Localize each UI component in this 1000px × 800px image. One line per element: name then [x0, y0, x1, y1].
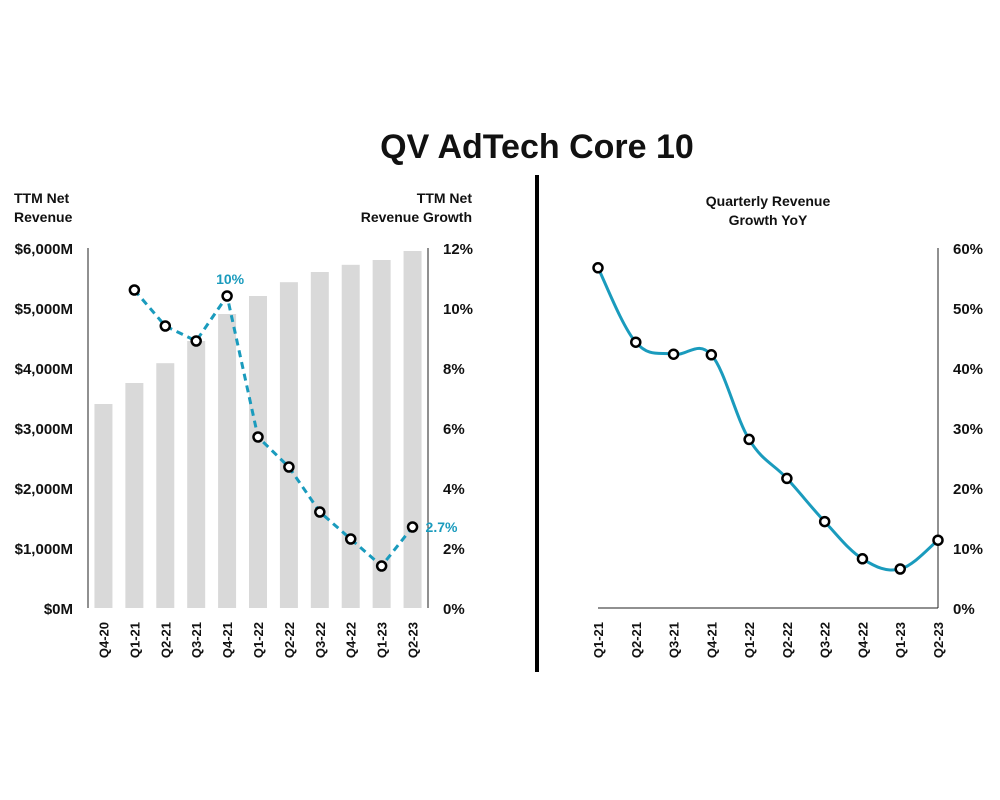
bar-Q1-21 [125, 383, 144, 608]
point-Q3-21 [190, 335, 202, 347]
left-y-tick-label: $5,000M [15, 301, 73, 318]
x-tick-label: Q3-22 [313, 622, 328, 658]
right-y-tick-label: 10% [443, 301, 473, 318]
right-chart-title-line2: Growth YoY [729, 212, 808, 228]
left-y-axis-label-line1: TTM Net [14, 190, 70, 206]
bar-Q2-21 [156, 363, 175, 608]
bar-Q1-23 [372, 260, 391, 608]
left-y-axis-label-line2: Revenue [14, 209, 73, 225]
point-Q4-22 [344, 533, 357, 545]
right-x-tick-label: Q2-21 [629, 622, 644, 658]
point-Q4-21 [705, 349, 718, 361]
point-Q4-22 [856, 553, 869, 565]
right-x-tick-label: Q1-21 [591, 622, 606, 658]
right-y-tick-label: 6% [443, 421, 465, 438]
x-tick-label: Q2-22 [282, 622, 297, 658]
right-x-tick-label: Q2-22 [780, 622, 795, 658]
point-Q4-21 [221, 290, 233, 302]
left-bar-series [94, 251, 422, 608]
point-Q1-21 [128, 284, 141, 296]
right-y-axis-label-line1: TTM Net [417, 190, 473, 206]
right-y-tick-label: 0% [443, 601, 465, 618]
chart-title: QV AdTech Core 10 [380, 128, 694, 166]
left-y-tick-label: $1,000M [15, 541, 73, 558]
right-chart-y-tick-label: 0% [953, 601, 975, 618]
point-Q2-23 [932, 534, 944, 546]
bar-Q4-21 [218, 314, 237, 608]
right-chart-y-tick-label: 20% [953, 481, 983, 498]
right-x-tick-label: Q3-21 [667, 622, 682, 658]
annotation-peak-value: 10% [216, 271, 245, 287]
left-y-tick-label: $4,000M [15, 361, 73, 378]
bar-Q4-22 [341, 264, 360, 608]
right-y-axis-label-line2: Revenue Growth [361, 209, 472, 225]
right-y-tick-label: 12% [443, 241, 473, 258]
annotation-last-value: 2.7% [426, 519, 458, 535]
point-Q2-22 [283, 461, 295, 473]
bar-Q1-22 [249, 296, 267, 608]
left-axes: $0M $1,000M $2,000M $3,000M $4,000M $5,000M $6… [15, 241, 473, 658]
right-x-tick-label: Q4-22 [855, 622, 870, 658]
x-tick-label: Q4-21 [220, 622, 235, 658]
right-chart-y-tick-label: 10% [953, 541, 983, 558]
growth-line [133, 289, 414, 568]
right-chart-y-tick-label: 50% [953, 301, 983, 318]
x-tick-label: Q1-22 [251, 622, 266, 658]
right-axes: 0% 10% 20% 30% 40% 50% 60% Q1-21 Q2-21 Q3-21 Q4-21… [591, 241, 983, 658]
x-tick-label: Q3-21 [189, 622, 204, 658]
point-Q3-22 [818, 515, 831, 528]
bar-Q3-22 [310, 272, 329, 608]
point-Q1-22 [252, 431, 264, 443]
point-Q2-23 [406, 521, 419, 533]
x-tick-label: Q1-23 [375, 622, 390, 658]
right-chart-y-tick-label: 60% [953, 241, 983, 258]
point-Q1-23 [375, 560, 388, 572]
right-chart-title-line1: Quarterly Revenue [706, 193, 831, 209]
right-chart-y-tick-label: 40% [953, 361, 983, 378]
quarterly-growth-line [596, 267, 939, 572]
bar-Q3-21 [187, 341, 206, 608]
point-Q2-21 [159, 320, 172, 332]
right-y-tick-label: 4% [443, 481, 465, 498]
right-x-tick-label: Q1-22 [742, 622, 757, 658]
bar-Q2-23 [403, 251, 422, 608]
right-chart-y-tick-label: 30% [953, 421, 983, 438]
left-y-tick-label: $3,000M [15, 421, 73, 438]
x-tick-label: Q2-23 [406, 622, 421, 658]
left-y-tick-label: $0M [44, 601, 73, 618]
x-tick-label: Q1-21 [127, 622, 142, 658]
point-Q2-21 [630, 336, 642, 348]
x-tick-label: Q2-21 [158, 622, 173, 658]
x-tick-label: Q4-22 [344, 622, 359, 658]
point-Q1-22 [743, 433, 755, 446]
right-x-tick-label: Q2-23 [931, 622, 946, 658]
point-Q1-21 [592, 262, 604, 274]
right-y-tick-label: 8% [443, 361, 465, 378]
bar-Q4-20 [94, 404, 113, 608]
left-growth-line-series: 10% 2.7% [128, 271, 458, 572]
x-tick-label: Q4-20 [96, 622, 111, 658]
bar-Q2-22 [279, 282, 298, 608]
right-y-tick-label: 2% [443, 541, 465, 558]
point-Q3-21 [667, 348, 680, 360]
left-y-tick-label: $6,000M [15, 241, 73, 258]
point-Q3-22 [314, 506, 326, 518]
right-x-tick-label: Q4-21 [704, 622, 719, 658]
left-y-tick-label: $2,000M [15, 481, 73, 498]
right-growth-line-series [592, 262, 944, 575]
right-x-tick-label: Q3-22 [818, 622, 833, 658]
right-x-tick-label: Q1-23 [893, 622, 908, 658]
point-Q2-22 [781, 472, 793, 485]
point-Q1-23 [894, 563, 906, 575]
